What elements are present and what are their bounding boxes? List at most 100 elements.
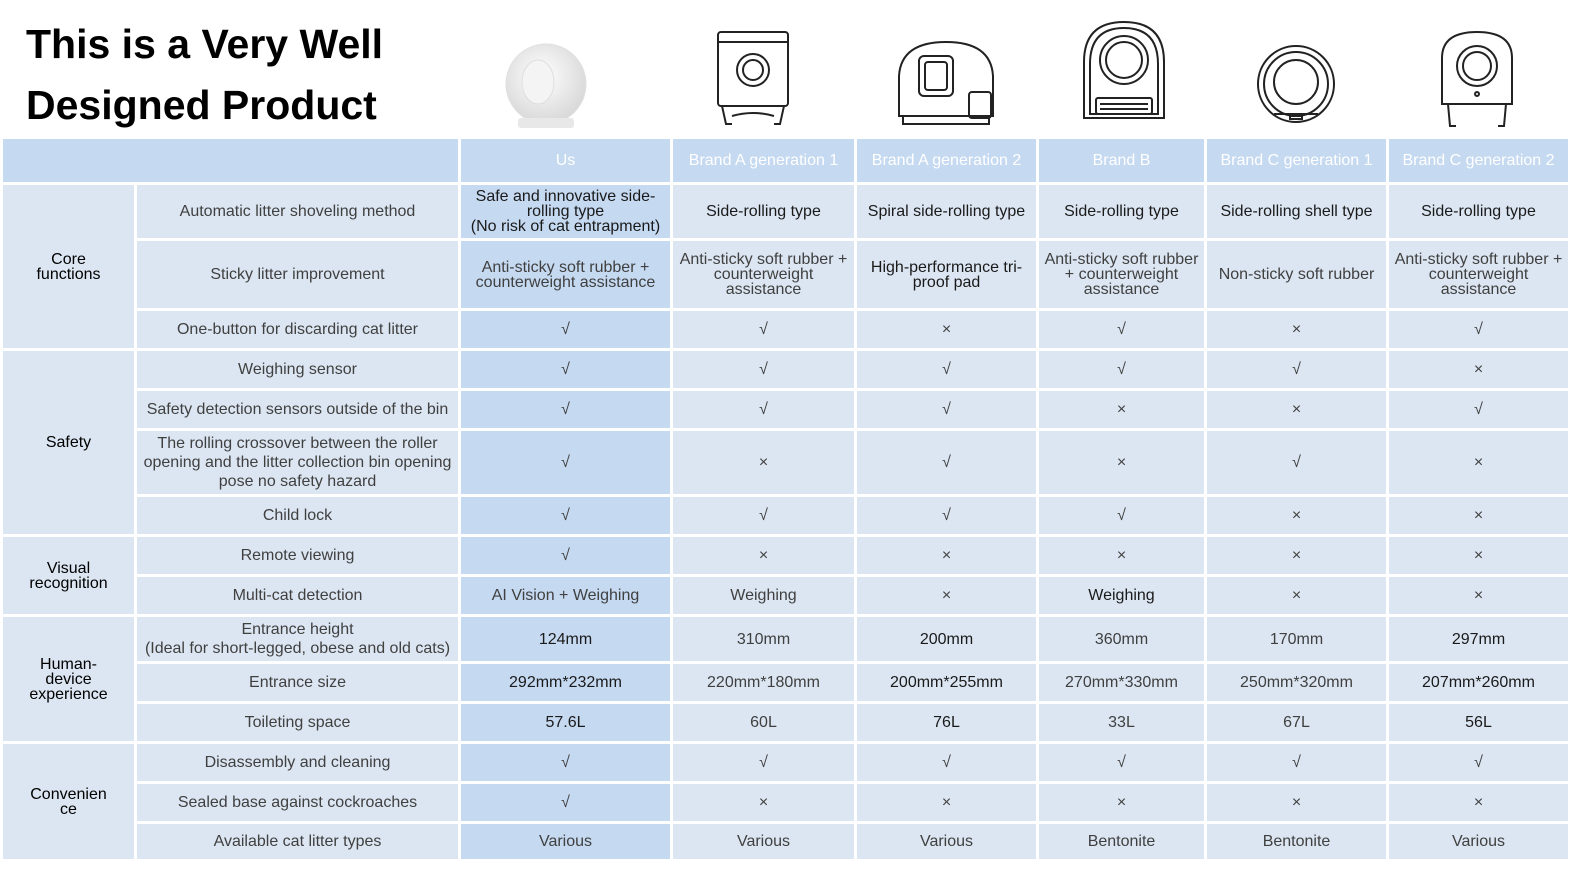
cell: Non-sticky soft rubber xyxy=(1204,238,1389,311)
cell-us: √ xyxy=(458,308,673,351)
cell: √ xyxy=(1386,388,1571,431)
cell: × xyxy=(1386,494,1571,537)
header-row: Us Brand A generation 1 Brand A generati… xyxy=(0,136,1571,185)
table-row: Sealed base against cockroaches √ × × × … xyxy=(2,781,1571,824)
table-row: Available cat litter types Various Vario… xyxy=(2,821,1571,862)
header-blank xyxy=(0,136,461,185)
cell: Side-rolling shell type xyxy=(1204,182,1389,241)
cell: √ xyxy=(1204,741,1389,784)
table-row: Child lock √ √ √ √ × × xyxy=(2,494,1571,537)
cell: × xyxy=(1204,534,1389,577)
column-header-brand-b: Brand B xyxy=(1036,136,1207,185)
table-row: The rolling crossover between the roller… xyxy=(2,428,1571,497)
cell: × xyxy=(1036,781,1207,824)
cell: × xyxy=(1204,494,1389,537)
column-header-brand-c-gen2: Brand C generation 2 xyxy=(1386,136,1571,185)
cell: Bentonite xyxy=(1204,821,1389,862)
cell: √ xyxy=(1386,308,1571,351)
cell: √ xyxy=(1204,348,1389,391)
cell: √ xyxy=(1386,741,1571,784)
cell-us: Various xyxy=(458,821,673,862)
title-line-2: Designed Product xyxy=(26,82,377,128)
cell: Weighing xyxy=(1036,574,1207,617)
cell: 76L xyxy=(854,701,1039,744)
product-image-brand-a-gen1 xyxy=(717,31,789,125)
table-row: Human- device experience Entrance height… xyxy=(0,614,1571,744)
cell: √ xyxy=(854,741,1039,784)
cell: Side-rolling type xyxy=(1386,182,1571,241)
cell: √ xyxy=(670,741,857,784)
cell: × xyxy=(1036,428,1207,497)
feature-label: Sealed base against cockroaches xyxy=(134,781,461,824)
cell: × xyxy=(1036,534,1207,577)
cell: Various xyxy=(854,821,1039,862)
cell: 250mm*320mm xyxy=(1204,661,1389,704)
column-header-brand-a-gen2: Brand A generation 2 xyxy=(854,136,1039,185)
cell: × xyxy=(854,574,1039,617)
cell: × xyxy=(1036,388,1207,431)
cell: × xyxy=(1204,574,1389,617)
product-image-brand-a-gen2 xyxy=(898,40,994,125)
cell: 207mm*260mm xyxy=(1386,661,1571,704)
cell: High-performance tri-proof pad xyxy=(854,238,1039,311)
feature-label: The rolling crossover between the roller… xyxy=(134,428,461,497)
feature-label: Entrance height (Ideal for short-legged,… xyxy=(134,614,461,664)
cell: 67L xyxy=(1204,701,1389,744)
cell-us: 292mm*232mm xyxy=(458,661,673,704)
cell: Side-rolling type xyxy=(1036,182,1207,241)
cell-us: √ xyxy=(458,348,673,391)
table-row: Safety detection sensors outside of the … xyxy=(2,388,1571,431)
table-row: Multi-cat detection AI Vision + Weighing… xyxy=(2,574,1571,617)
feature-label: Entrance size xyxy=(134,661,461,704)
cell: 200mm xyxy=(854,614,1039,664)
cell: × xyxy=(854,781,1039,824)
cell: 200mm*255mm xyxy=(854,661,1039,704)
product-image-brand-b xyxy=(1083,20,1165,119)
category-human-device-experience: Human- device experience xyxy=(0,614,137,744)
cell-us: AI Vision + Weighing xyxy=(458,574,673,617)
cell-us: 124mm xyxy=(458,614,673,664)
product-image-us xyxy=(505,43,587,128)
product-image-brand-c-gen1 xyxy=(1257,45,1335,123)
column-header-brand-c-gen1: Brand C generation 1 xyxy=(1204,136,1389,185)
cell: × xyxy=(1386,781,1571,824)
cell: × xyxy=(1204,388,1389,431)
comparison-table: Us Brand A generation 1 Brand A generati… xyxy=(0,136,1571,862)
feature-label: Child lock xyxy=(134,494,461,537)
feature-label: Available cat litter types xyxy=(134,821,461,862)
feature-label: One-button for discarding cat litter xyxy=(134,308,461,351)
cell: Side-rolling type xyxy=(670,182,857,241)
category-core-functions: Core functions xyxy=(0,182,137,351)
cell: × xyxy=(1386,574,1571,617)
cell-us: √ xyxy=(458,388,673,431)
feature-label: Weighing sensor xyxy=(134,348,461,391)
feature-label: Multi-cat detection xyxy=(134,574,461,617)
cell: √ xyxy=(1036,308,1207,351)
table-row: Safety Weighing sensor √ √ √ √ √ × xyxy=(0,348,1571,537)
cell: 297mm xyxy=(1386,614,1571,664)
cell: √ xyxy=(670,348,857,391)
cell: × xyxy=(1386,348,1571,391)
cell: 170mm xyxy=(1204,614,1389,664)
table-row: Convenien ce Disassembly and cleaning √ … xyxy=(0,741,1571,862)
cell: × xyxy=(670,428,857,497)
cell: √ xyxy=(1036,494,1207,537)
cell: Anti-sticky soft rubber + counterweight … xyxy=(1036,238,1207,311)
table-row: Toileting space 57.6L 60L 76L 33L 67L 56… xyxy=(2,701,1571,744)
cell: 310mm xyxy=(670,614,857,664)
cell: Bentonite xyxy=(1036,821,1207,862)
product-image-brand-c-gen2 xyxy=(1441,30,1513,127)
feature-label: Automatic litter shoveling method xyxy=(134,182,461,241)
cell: √ xyxy=(1036,348,1207,391)
cell: Anti-sticky soft rubber + counterweight … xyxy=(1386,238,1571,311)
table-row: Entrance size 292mm*232mm 220mm*180mm 20… xyxy=(2,661,1571,704)
feature-label: Sticky litter improvement xyxy=(134,238,461,311)
cell: × xyxy=(1204,781,1389,824)
cell: √ xyxy=(854,428,1039,497)
cell: 33L xyxy=(1036,701,1207,744)
cell-us: √ xyxy=(458,534,673,577)
cell: √ xyxy=(670,388,857,431)
cell: √ xyxy=(854,388,1039,431)
cell-us: √ xyxy=(458,781,673,824)
cell: Spiral side-rolling type xyxy=(854,182,1039,241)
